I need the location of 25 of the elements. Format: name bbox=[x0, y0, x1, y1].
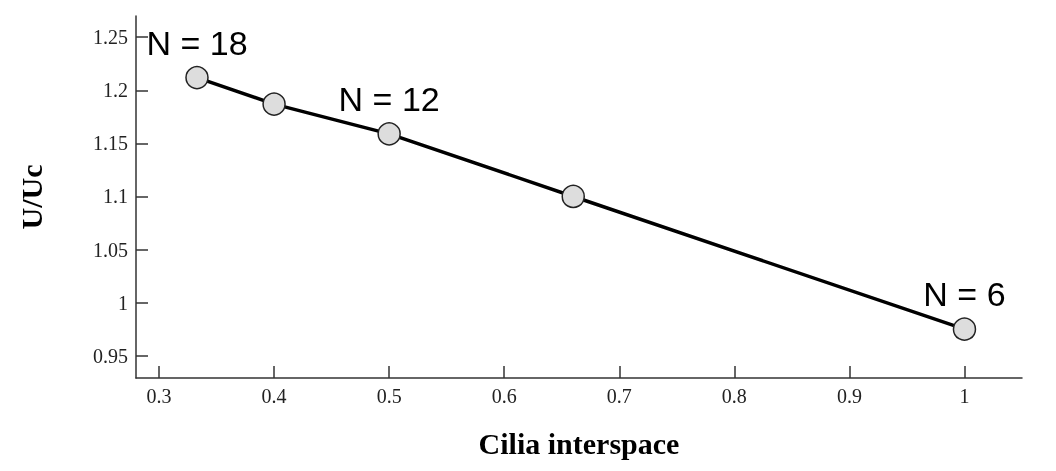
x-tick-label: 0.5 bbox=[376, 385, 402, 407]
point bbox=[262, 92, 286, 116]
x-tick-label: 0.3 bbox=[146, 385, 172, 407]
annotation: N = 6 bbox=[923, 275, 1006, 314]
x-tick-label: 0.9 bbox=[836, 385, 862, 407]
y-axis-title: U/Uc bbox=[14, 164, 48, 230]
point bbox=[377, 122, 401, 146]
point bbox=[952, 317, 977, 341]
point bbox=[561, 184, 585, 209]
y-tick-label: 1.05 bbox=[93, 238, 128, 261]
y-tick-label: 1.1 bbox=[103, 185, 128, 208]
annotation: N = 12 bbox=[338, 79, 440, 118]
annotation: N = 18 bbox=[146, 23, 248, 62]
x-tick-label: 1 bbox=[959, 385, 970, 407]
y-tick-label: 1.25 bbox=[93, 26, 128, 49]
y-tick-label: 1.15 bbox=[93, 132, 128, 155]
x-tick-label: 0.7 bbox=[606, 385, 632, 407]
point bbox=[185, 65, 209, 90]
y-tick-label: 0.95 bbox=[93, 344, 128, 367]
y-tick-label: 1 bbox=[118, 291, 128, 314]
y-tick-label: 1.2 bbox=[103, 79, 128, 102]
x-tick-label: 0.6 bbox=[491, 385, 517, 407]
x-tick-label: 0.4 bbox=[261, 385, 287, 407]
x-axis-title: Cilia interspace bbox=[478, 426, 680, 460]
x-tick-label: 0.8 bbox=[721, 385, 747, 407]
